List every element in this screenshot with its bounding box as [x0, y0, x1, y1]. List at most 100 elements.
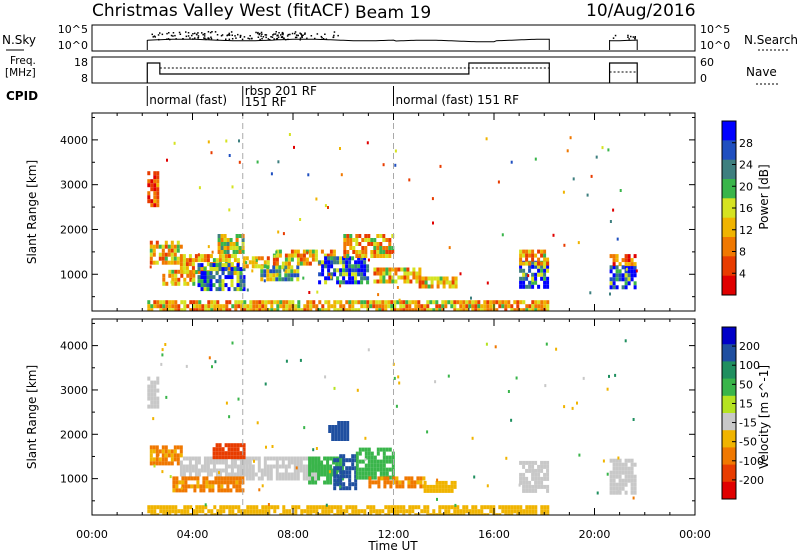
heatmap-cell — [480, 509, 484, 514]
heatmap-cell — [302, 476, 306, 481]
heatmap-cell — [363, 264, 367, 269]
heatmap-cell — [395, 484, 399, 489]
heatmap-cell — [170, 244, 174, 249]
heatmap-cell — [409, 279, 413, 284]
heatmap-cell — [285, 513, 289, 515]
heatmap-cell — [218, 455, 222, 460]
heatmap-cell — [219, 304, 223, 309]
heatmap-cell — [348, 470, 352, 475]
heatmap-cell — [370, 463, 374, 468]
heatmap-cell — [563, 243, 566, 247]
heatmap-cell — [366, 141, 369, 145]
heatmap-cell — [373, 242, 377, 246]
heatmap-cell — [226, 242, 230, 246]
heatmap-cell — [242, 468, 246, 473]
heatmap-cell — [179, 472, 183, 477]
heatmap-cell — [420, 509, 424, 514]
heatmap-cell — [361, 250, 365, 254]
heatmap-cell — [256, 160, 259, 164]
heatmap-cell — [329, 456, 333, 461]
heatmap-cell — [522, 308, 526, 311]
heatmap-cell — [215, 279, 219, 284]
heatmap-cell — [612, 466, 616, 471]
nsky-point — [237, 33, 239, 36]
heatmap-cell — [276, 300, 280, 305]
heatmap-cell — [468, 300, 472, 305]
heatmap-cell — [348, 466, 352, 471]
heatmap-cell — [224, 455, 228, 460]
heatmap-cell — [516, 300, 520, 305]
heatmap-cell — [241, 476, 245, 481]
heatmap-cell — [293, 472, 297, 477]
heatmap-cell — [361, 447, 365, 452]
heatmap-cell — [332, 253, 336, 258]
heatmap-cell — [543, 472, 547, 477]
heatmap-cell — [282, 505, 286, 510]
heatmap-cell — [462, 300, 466, 305]
heatmap-cell — [302, 257, 306, 262]
heatmap-cell — [379, 271, 383, 276]
heatmap-cell — [176, 240, 180, 245]
heatmap-cell — [150, 392, 154, 397]
heatmap-cell — [333, 458, 337, 463]
heatmap-cell — [627, 277, 631, 282]
nsky-point — [271, 36, 274, 38]
heatmap-cell — [212, 283, 216, 288]
heatmap-cell — [534, 488, 538, 493]
heatmap-cell — [230, 279, 234, 284]
heatmap-cell — [149, 240, 153, 245]
heatmap-cell — [373, 455, 377, 460]
heatmap-cell — [239, 283, 243, 288]
heatmap-cell — [263, 279, 266, 283]
heatmap-cell — [429, 300, 433, 305]
heatmap-cell — [540, 253, 544, 258]
colorbar-tick-label: 50 — [739, 378, 753, 391]
heatmap-cell — [416, 480, 420, 485]
heatmap-cell — [149, 461, 153, 466]
heatmap-cell — [373, 459, 377, 464]
heatmap-cell — [410, 480, 414, 485]
nsky-point — [294, 31, 297, 33]
heatmap-cell — [238, 476, 242, 481]
heatmap-cell — [546, 468, 550, 473]
nsky-point — [258, 33, 260, 36]
heatmap-cell — [382, 275, 386, 280]
heatmap-cell — [387, 505, 391, 510]
heatmap-cell — [528, 308, 532, 311]
heatmap-cell — [155, 445, 159, 450]
heatmap-cell — [522, 276, 526, 281]
heatmap-cell — [269, 456, 273, 461]
heatmap-cell — [316, 290, 319, 294]
heatmap-cell — [435, 488, 439, 493]
heatmap-cell — [287, 261, 291, 266]
heatmap-cell — [522, 484, 526, 489]
heatmap-cell — [489, 509, 493, 514]
heatmap-cell — [179, 262, 183, 267]
heatmap-cell — [317, 456, 321, 461]
heatmap-cell — [235, 246, 239, 250]
heatmap-cell — [334, 433, 338, 437]
heatmap-cell — [441, 484, 445, 489]
heatmap-cell — [624, 273, 628, 278]
heatmap-cell — [486, 505, 490, 510]
heatmap-cell — [390, 509, 394, 514]
heatmap-cell — [278, 253, 282, 258]
heatmap-cell — [281, 456, 285, 461]
heatmap-cell — [534, 300, 538, 305]
heatmap-cell — [318, 462, 321, 466]
heatmap-cell — [183, 300, 187, 305]
heatmap-cell — [442, 284, 446, 289]
heatmap-cell — [305, 472, 309, 477]
heatmap-cell — [438, 488, 442, 493]
nsky-point — [275, 31, 277, 33]
heatmap-cell — [318, 513, 322, 515]
heatmap-cell — [330, 256, 334, 261]
heatmap-cell — [183, 513, 187, 515]
heatmap-cell — [171, 273, 175, 278]
heatmap-cell — [224, 460, 228, 465]
heatmap-cell — [543, 264, 547, 269]
heatmap-cell — [528, 249, 532, 254]
heatmap-cell — [519, 249, 523, 254]
nsky-point — [273, 38, 275, 40]
heatmap-cell — [227, 254, 231, 259]
